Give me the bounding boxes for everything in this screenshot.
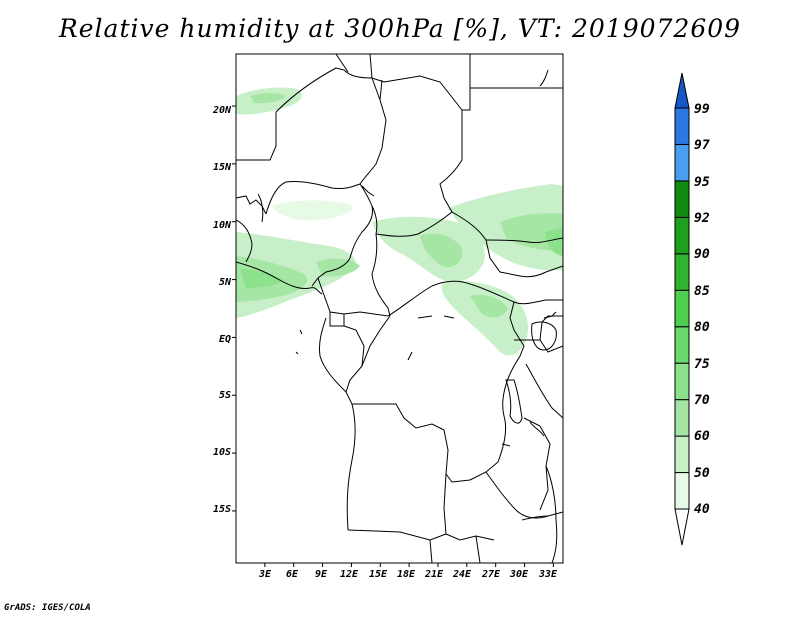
lat-tick-label: 10N bbox=[213, 220, 232, 231]
lon-tick-label: 24E bbox=[452, 569, 472, 580]
colorbar: 99 97 95 92 90 85 80 75 70 60 50 40 bbox=[674, 72, 710, 546]
colorbar-swatch bbox=[674, 362, 690, 401]
lat-tick-label: 15S bbox=[213, 504, 231, 515]
lon-tick-label: 6E bbox=[286, 569, 299, 580]
map-frame bbox=[235, 53, 564, 564]
colorbar-label: 95 bbox=[694, 175, 710, 190]
lat-tick-label: 5S bbox=[219, 390, 231, 401]
map-title: Relative humidity at 300hPa [%], VT: 201… bbox=[58, 14, 742, 43]
lon-tick-label: 30E bbox=[509, 569, 529, 580]
lon-tick-label: 3E bbox=[258, 569, 272, 580]
colorbar-swatch bbox=[674, 253, 690, 291]
colorbar-label: 92 bbox=[694, 211, 710, 226]
lat-tick-label: 20N bbox=[212, 105, 232, 116]
colorbar-swatch bbox=[674, 435, 690, 474]
lat-tick-label: 5N bbox=[219, 277, 232, 288]
colorbar-swatch bbox=[674, 508, 690, 546]
lon-tick-label: 21E bbox=[424, 569, 444, 580]
humidity-area bbox=[470, 294, 508, 318]
colorbar-swatch bbox=[674, 72, 690, 109]
colorbar-swatch bbox=[674, 216, 690, 255]
lat-tick-label: 10S bbox=[213, 447, 231, 458]
colorbar-label: 50 bbox=[694, 466, 710, 481]
colorbar-swatch bbox=[674, 289, 690, 328]
colorbar-swatch bbox=[674, 399, 690, 437]
colorbar-label: 97 bbox=[694, 138, 710, 153]
humidity-area bbox=[441, 281, 528, 356]
lon-tick-label: 27E bbox=[481, 569, 501, 580]
map-boundaries bbox=[236, 54, 563, 563]
lon-axis: 3E 6E 9E 12E 15E 18E 21E 24E 27E 30E 33E bbox=[258, 569, 558, 580]
colorbar-swatch bbox=[674, 143, 690, 182]
humidity-area bbox=[420, 233, 463, 268]
colorbar-label: 80 bbox=[694, 320, 710, 335]
humidity-shading bbox=[236, 87, 563, 356]
colorbar-label: 85 bbox=[694, 284, 710, 299]
lon-tick-label: 18E bbox=[397, 569, 416, 580]
colorbar-swatch bbox=[674, 472, 690, 510]
humidity-area bbox=[240, 268, 284, 288]
humidity-area bbox=[250, 93, 286, 104]
colorbar-swatch bbox=[674, 326, 690, 364]
colorbar-label: 75 bbox=[694, 357, 710, 372]
colorbar-label: 70 bbox=[694, 393, 710, 408]
axis-tick-marks bbox=[232, 105, 554, 567]
lat-tick-label: EQ bbox=[219, 334, 231, 345]
lat-axis: 20N 15N 10N 5N EQ 5S 10S 15S bbox=[212, 105, 232, 515]
lat-tick-label: 15N bbox=[213, 162, 232, 173]
humidity-area bbox=[272, 200, 353, 221]
grads-credit: GrADS: IGES/COLA bbox=[4, 603, 91, 613]
colorbar-label: 60 bbox=[694, 429, 710, 444]
colorbar-swatches bbox=[674, 72, 690, 546]
humidity-area bbox=[545, 228, 563, 256]
lon-tick-label: 12E bbox=[340, 569, 359, 580]
lon-tick-label: 33E bbox=[538, 569, 558, 580]
lon-tick-label: 9E bbox=[315, 569, 328, 580]
colorbar-label: 40 bbox=[694, 502, 710, 517]
colorbar-label: 90 bbox=[694, 247, 710, 262]
colorbar-swatch bbox=[674, 180, 690, 218]
colorbar-swatch bbox=[674, 107, 690, 145]
lon-tick-label: 15E bbox=[369, 569, 388, 580]
colorbar-label: 99 bbox=[694, 102, 710, 117]
